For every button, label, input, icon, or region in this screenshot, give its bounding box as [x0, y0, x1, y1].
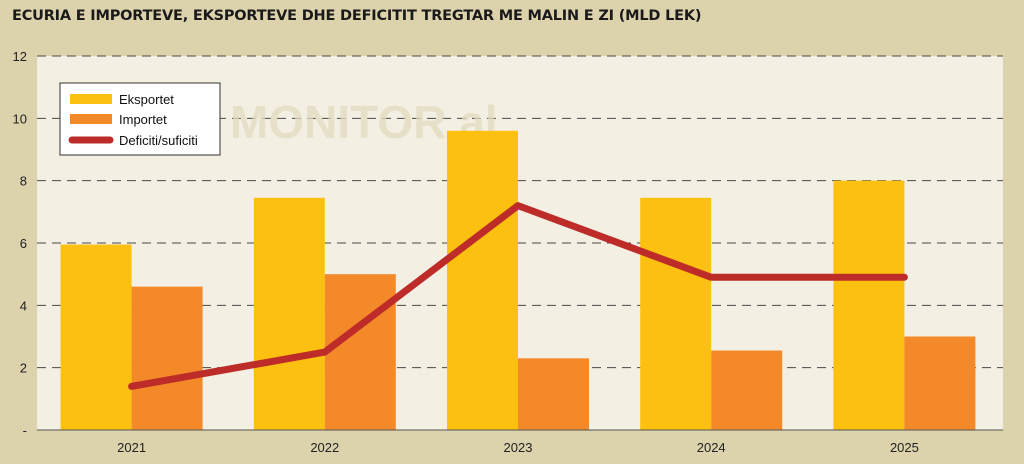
- x-tick-label: 2024: [697, 440, 726, 455]
- line-series: [128, 202, 908, 390]
- x-tick-label: 2022: [310, 440, 339, 455]
- x-tick-label: 2021: [117, 440, 146, 455]
- y-tick-labels: - 2 4 6 8 10 12: [13, 49, 27, 438]
- bar-importet-2022: [324, 274, 396, 430]
- bar-eksportet-2022: [253, 197, 325, 430]
- bar-eksportet-2021: [60, 244, 132, 430]
- x-tick-labels: 2021 2022 2023 2024 2025: [117, 440, 919, 455]
- y-tick-label: 6: [20, 236, 27, 251]
- legend-swatch-importet: [70, 114, 112, 124]
- y-tick-label: 10: [13, 111, 27, 126]
- bar-importet-2025: [904, 336, 976, 430]
- y-tick-label: 12: [13, 49, 27, 64]
- legend-label-importet: Importet: [119, 112, 167, 127]
- bar-importet-2023: [518, 358, 589, 430]
- legend-swatch-eksportet: [70, 94, 112, 104]
- bar-importet-2024: [711, 350, 783, 430]
- y-tick-label: 2: [20, 361, 27, 376]
- x-tick-label: 2025: [890, 440, 919, 455]
- chart-title: ECURIA E IMPORTEVE, EKSPORTEVE DHE DEFIC…: [12, 8, 702, 24]
- legend-label-deficiti: Deficiti/suficiti: [119, 133, 198, 148]
- y-tick-label: 4: [20, 298, 27, 313]
- bar-eksportet-2024: [640, 197, 712, 430]
- legend-label-eksportet: Eksportet: [119, 92, 174, 107]
- legend: Eksportet Importet Deficiti/suficiti: [59, 82, 221, 156]
- bar-eksportet-2025: [833, 180, 905, 430]
- y-tick-label: 8: [20, 174, 27, 189]
- x-tick-label: 2023: [504, 440, 533, 455]
- bar-eksportet-2023: [447, 130, 518, 431]
- y-tick-label: -: [23, 423, 27, 438]
- bar-importet-2021: [131, 286, 203, 430]
- line-deficiti-suficiti: [128, 202, 908, 390]
- bars: [60, 130, 976, 431]
